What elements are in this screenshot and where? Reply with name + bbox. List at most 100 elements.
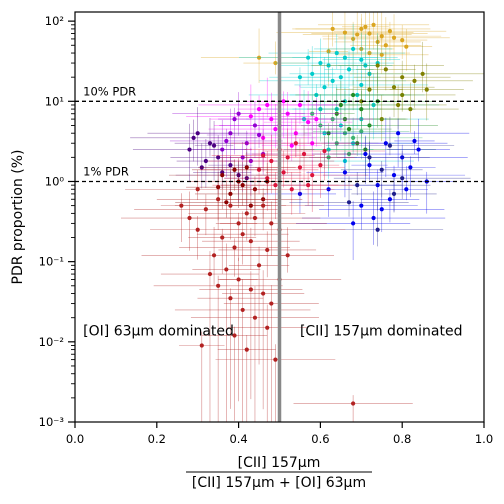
data-point xyxy=(355,183,360,188)
x-axis-label-denominator: [CII] 157μm + [OI] 63μm xyxy=(192,475,366,491)
data-point xyxy=(199,343,204,348)
data-point xyxy=(391,173,397,178)
data-point xyxy=(240,183,245,188)
data-point xyxy=(396,131,401,136)
data-point xyxy=(203,158,208,164)
data-point xyxy=(400,75,405,80)
data-point xyxy=(207,271,213,277)
x-tick-label: 0.2 xyxy=(148,432,166,446)
data-point xyxy=(228,296,233,301)
axis-ticks: 0.0 0.2 0.4 0.6 0.8 1.0 10⁻³ 10⁻² 10⁻¹ 10⁰ 10¹ 10² xyxy=(39,14,493,446)
data-point xyxy=(285,253,290,258)
data-point xyxy=(346,127,352,132)
data-point xyxy=(322,148,327,154)
data-point xyxy=(420,71,425,76)
data-point xyxy=(318,60,323,66)
data-point xyxy=(400,38,405,43)
data-point xyxy=(261,203,266,208)
data-point xyxy=(351,92,356,98)
data-point xyxy=(351,221,356,226)
data-point xyxy=(297,75,303,80)
data-point xyxy=(236,111,241,116)
data-point xyxy=(228,191,233,197)
annotations: [OI] 63μm dominated [CII] 157μm dominate… xyxy=(83,84,462,339)
data-point xyxy=(269,221,274,226)
data-point xyxy=(404,187,409,192)
data-point xyxy=(363,151,368,157)
data-point xyxy=(273,357,278,362)
series-11 xyxy=(168,151,303,221)
data-point xyxy=(224,200,229,205)
series-7 xyxy=(130,107,302,211)
data-point xyxy=(248,114,253,119)
data-point xyxy=(232,116,237,122)
data-point xyxy=(240,307,245,313)
data-point xyxy=(216,155,221,160)
y-tick-label: 10² xyxy=(45,14,64,28)
hline-label-10pct: 10% PDR xyxy=(83,84,136,98)
data-point xyxy=(306,55,311,60)
x-tick-label: 0.4 xyxy=(229,432,247,446)
data-point xyxy=(256,132,262,138)
x-tick-label: 0.8 xyxy=(393,432,411,446)
data-point xyxy=(383,141,388,146)
data-point xyxy=(367,31,372,36)
x-tick-label: 1.0 xyxy=(475,432,493,446)
series-9 xyxy=(283,116,471,247)
data-point xyxy=(379,167,384,172)
data-point xyxy=(211,143,217,148)
data-point xyxy=(375,63,380,68)
data-point xyxy=(346,67,352,72)
data-point xyxy=(207,141,213,146)
data-point xyxy=(359,129,364,134)
data-point xyxy=(301,151,307,157)
data-point xyxy=(261,291,266,296)
data-point xyxy=(346,200,352,205)
data-point xyxy=(269,158,274,164)
data-point xyxy=(351,401,356,406)
data-point xyxy=(371,22,376,27)
data-point xyxy=(220,173,225,178)
data-point xyxy=(244,347,249,352)
data-point xyxy=(248,287,253,292)
data-point xyxy=(387,143,393,148)
series-6 xyxy=(169,92,312,196)
data-point xyxy=(195,227,200,232)
data-point xyxy=(367,155,372,160)
series-8 xyxy=(263,117,470,261)
data-point xyxy=(244,165,249,170)
data-point xyxy=(281,99,286,104)
data-point xyxy=(408,165,413,170)
data-point xyxy=(224,138,229,144)
data-point xyxy=(252,123,258,128)
y-tick-label: 10⁻² xyxy=(39,335,64,349)
data-point xyxy=(330,78,335,83)
data-point xyxy=(232,167,237,172)
data-point xyxy=(240,232,245,237)
data-point xyxy=(261,153,266,158)
data-point xyxy=(379,52,384,57)
plot-frame xyxy=(74,11,485,423)
data-point xyxy=(281,170,286,175)
data-point xyxy=(220,235,225,240)
x-axis-label-numerator: [CII] 157μm xyxy=(238,455,321,471)
data-point xyxy=(269,301,274,306)
y-axis-label: PDR proportion (%) xyxy=(10,149,26,284)
series-12 xyxy=(120,169,413,422)
data-point xyxy=(342,30,348,35)
data-point xyxy=(359,203,364,208)
data-point xyxy=(314,116,319,122)
data-point xyxy=(211,253,217,258)
data-point xyxy=(375,227,380,232)
data-point xyxy=(187,147,192,152)
data-point xyxy=(191,135,196,140)
data-point xyxy=(216,283,221,288)
data-point xyxy=(232,333,237,338)
data-point xyxy=(383,67,388,72)
data-point xyxy=(244,211,249,216)
data-point xyxy=(400,176,405,181)
data-point xyxy=(179,203,184,208)
reference-lines xyxy=(75,12,484,422)
data-point xyxy=(342,170,348,175)
data-point xyxy=(265,325,270,330)
